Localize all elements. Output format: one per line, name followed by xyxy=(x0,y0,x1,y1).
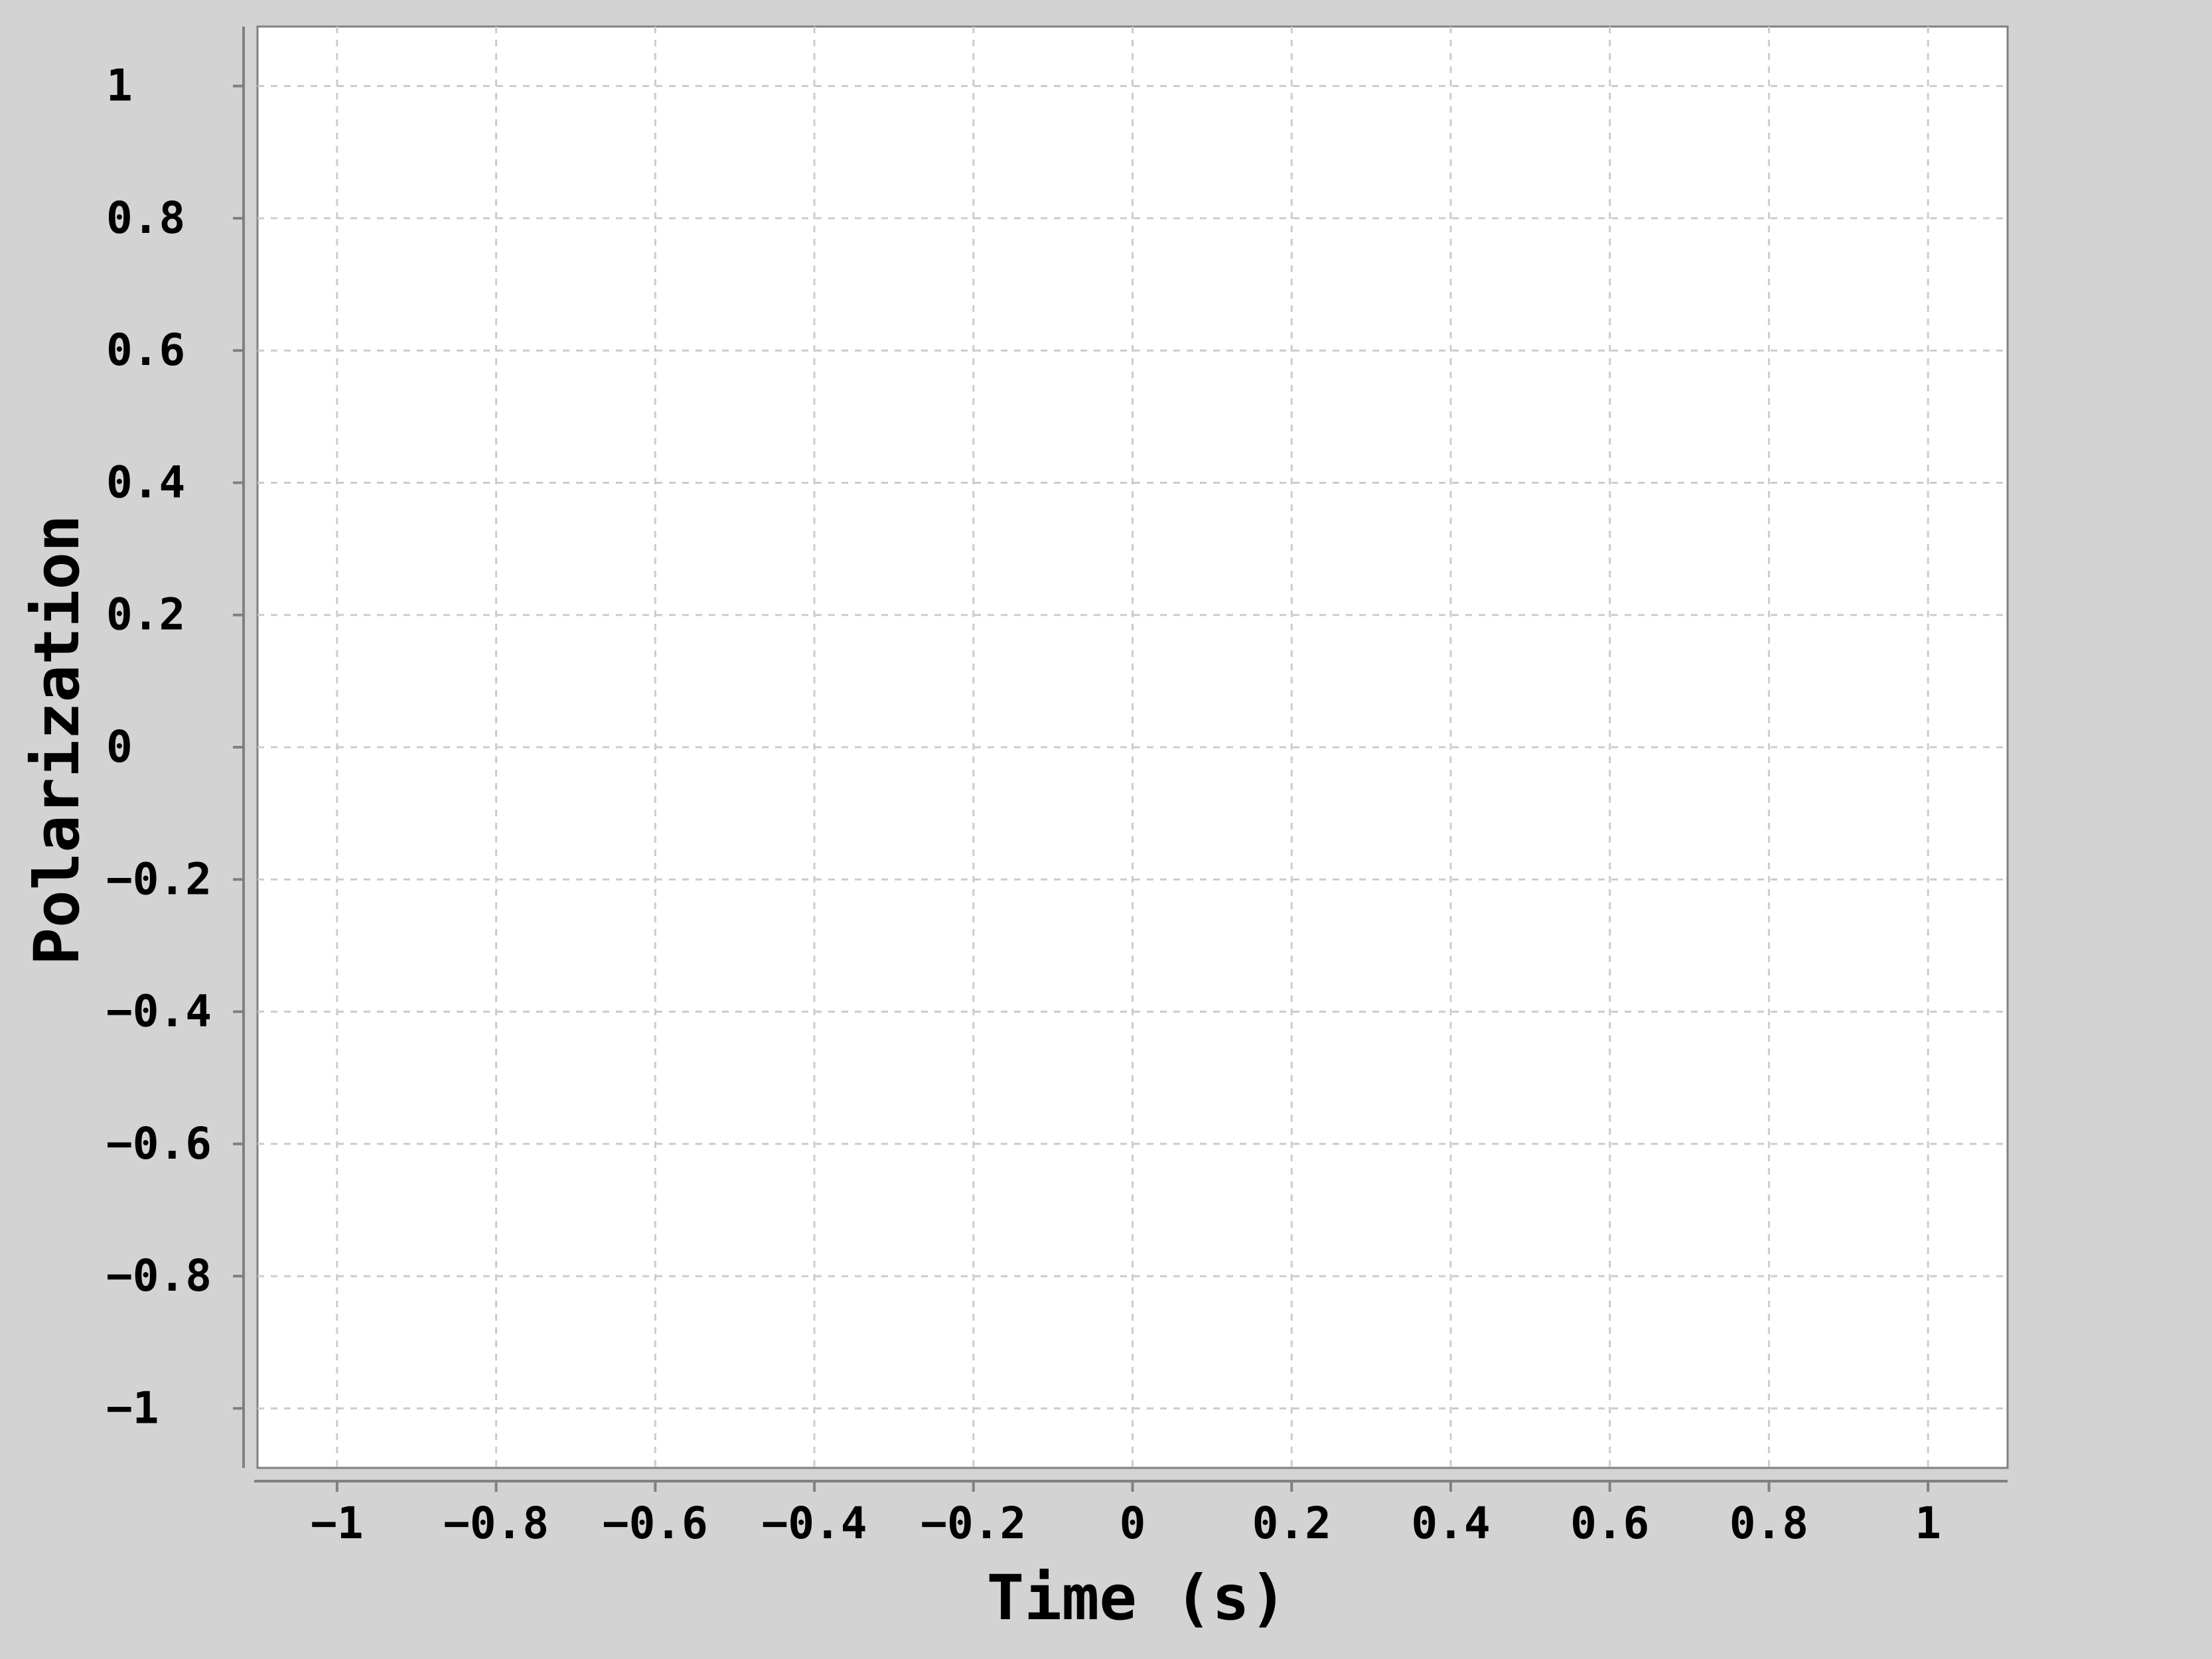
x-axis-ticks: −1 −0.8 −0.6 −0.4 −0.2 0 0.2 0.4 0.6 0.8 1 xyxy=(311,1481,1941,1549)
x-gridlines xyxy=(336,27,1929,1468)
y-tick-label: −1 xyxy=(106,1382,159,1433)
y-tick-label: 0.2 xyxy=(106,589,185,640)
x-tick-label: 0.8 xyxy=(1730,1498,1808,1549)
x-axis-title: Time (s) xyxy=(987,1562,1288,1634)
x-tick-label: 0.4 xyxy=(1411,1498,1490,1549)
x-tick-label: −0.2 xyxy=(921,1498,1026,1549)
x-tick-label: −0.8 xyxy=(443,1498,549,1549)
y-tick-label: −0.2 xyxy=(106,853,212,904)
y-tick-label: −0.6 xyxy=(106,1118,212,1169)
y-tick-label: 0.6 xyxy=(106,325,185,376)
y-axis-title: Polarization xyxy=(21,514,94,965)
y-tick-label: −0.8 xyxy=(106,1250,212,1301)
x-tick-label: −1 xyxy=(311,1498,363,1549)
y-axis-ticks: 1 0.8 0.6 0.4 0.2 0 −0.2 −0.4 −0.6 −0.8 −1 xyxy=(106,60,244,1433)
y-tick-label: −0.4 xyxy=(106,986,212,1037)
x-tick-label: 1 xyxy=(1915,1498,1941,1549)
y-tick-label: 0.4 xyxy=(106,457,185,508)
x-tick-label: 0.6 xyxy=(1570,1498,1649,1549)
x-tick-label: 0 xyxy=(1120,1498,1146,1549)
y-tick-label: 0 xyxy=(106,721,133,772)
x-tick-label: 0.2 xyxy=(1252,1498,1331,1549)
y-tick-label: 0.8 xyxy=(106,192,185,244)
y-tick-label: 1 xyxy=(106,60,133,111)
x-tick-label: −0.4 xyxy=(762,1498,867,1549)
x-tick-label: −0.6 xyxy=(603,1498,708,1549)
